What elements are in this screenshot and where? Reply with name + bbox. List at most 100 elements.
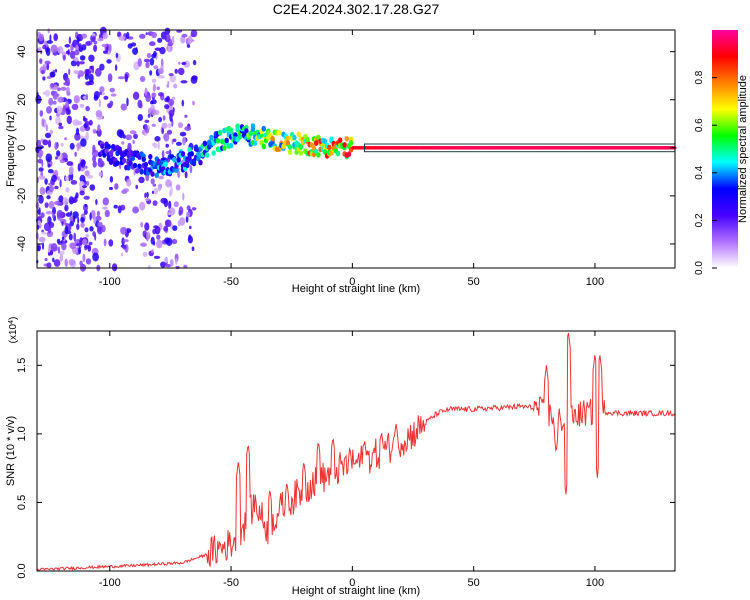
spectrogram-cell [65,101,69,110]
spectrogram-cell [68,68,71,76]
spectrogram-cell [57,46,64,54]
spectrogram-cell [92,128,97,134]
spectrogram-cell [96,210,100,217]
spectrogram-cell [82,185,88,189]
spectrogram-cell [41,70,45,75]
spectrogram-cell [153,65,159,70]
y-tick-label: 1.5 [16,358,28,373]
spectrogram-cell [75,127,80,136]
spectrogram-cell [48,97,54,106]
spectrogram-cell [41,231,47,235]
spectrogram-cell [250,123,256,129]
spectrogram-cell [44,60,51,65]
spectrogram-cell [178,61,181,65]
spectrogram-cell [54,185,59,190]
spectrogram-cell [84,244,91,249]
svg-text:(x104): (x104) [8,317,20,344]
spectrogram-cell [179,131,187,137]
spectrogram-cell [296,131,301,138]
snr-series-line [36,332,676,572]
spectrogram-cell [58,195,64,203]
spectrogram-cell [163,133,170,142]
spectrogram-cell [139,168,144,175]
spectrogram-cell [132,140,135,144]
spectrogram-cell [314,140,319,146]
spectrogram-cell [68,36,72,45]
spectrogram-cell [157,141,160,150]
spectrogram-cell [329,136,334,142]
spectrogram-cell [85,132,89,141]
spectrogram-cell [132,47,139,55]
spectrogram-cell [47,225,52,234]
spectrogram-cell [81,33,88,39]
spectrogram-cell [187,35,193,45]
spectrogram-cell [144,87,148,97]
spectrogram-cell [49,185,54,193]
spectrogram-cell [47,164,51,168]
spectrogram-cell [38,236,46,243]
spectrogram-cell [49,71,55,78]
spectrogram-cell [121,237,125,246]
spectrogram-cell [137,114,143,121]
spectrogram-cell [125,134,133,141]
spectrogram-cell [56,150,61,157]
spectrogram-cell [74,132,81,141]
spectrogram-cell [151,92,157,98]
spectrogram-cell [85,105,90,112]
spectrogram-cell [38,175,46,180]
spectrogram-cell [327,144,332,151]
spectrogram-cell [72,211,79,219]
spectrogram-cell [248,130,253,137]
spectrogram-cell [74,49,80,56]
spectrogram-cell [270,135,275,142]
spectrogram-cell [38,151,42,159]
x-tick-label: 0 [349,577,355,589]
spectrogram-cell [58,125,64,130]
spectrogram-x-axis-label: Height of straight line (km) [292,283,420,295]
spectrogram-cell [164,264,172,268]
x-tick-label: 100 [586,276,604,288]
spectrogram-cell [165,143,169,148]
spectrogram-cell [47,28,50,34]
snr-y-axis-label: SNR (10 * v/v) [5,416,17,486]
spectrogram-cell [222,145,227,151]
spectrogram-cell [60,86,67,91]
spectrogram-cell [160,261,166,268]
spectrogram-cell [102,206,108,210]
spectrogram-cell [84,73,90,80]
spectrogram-cell [157,67,164,75]
spectrogram-cell [215,138,221,144]
spectrogram-cell [344,136,349,142]
spectrogram-x-ticks: -100 -50 0 50 100 [99,30,604,288]
snr-scale-label: (x104) [8,317,20,344]
spectrogram-cell [140,221,144,228]
spectrogram-cell [44,257,48,262]
spectrogram-cell [252,140,258,146]
spectrogram-cell [95,215,102,221]
spectrogram-cell [80,216,85,223]
spectrogram-cell [126,178,132,187]
spectrogram-cell [84,121,91,126]
spectrogram-cell [110,93,117,97]
spectrogram-cell [159,46,166,55]
x-tick-label: -100 [99,276,121,288]
spectrogram-cell [72,119,80,126]
spectrogram-cell [167,81,170,85]
spectrogram-cell [73,70,80,75]
spectrogram-cell [191,159,197,166]
spectrogram-cell [42,139,49,146]
spectrogram-cell [50,83,55,88]
spectrogram-cell [190,75,198,84]
spectrogram-cell [59,179,62,188]
spectrogram-cell [53,259,61,267]
spectrogram-cell [190,29,198,38]
spectrogram-cell [64,225,69,235]
spectrogram-cell [122,188,129,193]
spectrogram-cell [184,171,188,179]
spectrogram-cell [166,237,173,246]
spectrogram-cell [150,171,155,177]
spectrogram-cell [154,47,162,51]
spectrogram-cell [346,151,352,157]
spectrogram-cell [45,132,52,139]
